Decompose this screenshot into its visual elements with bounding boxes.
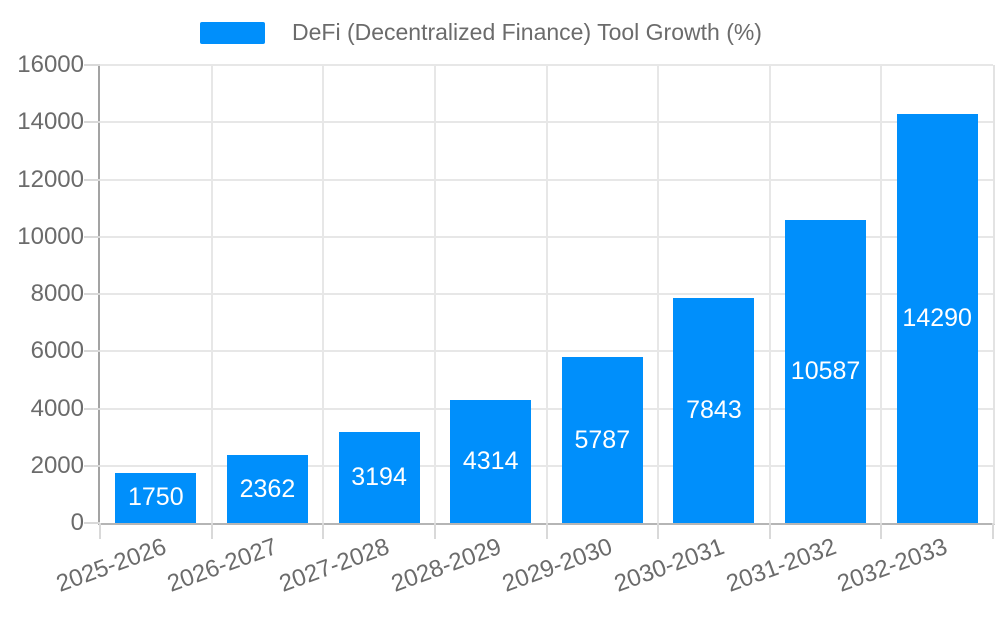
y-axis-tick — [84, 464, 100, 467]
y-axis-label: 10000 — [17, 222, 84, 250]
x-gridline — [545, 65, 548, 523]
bar[interactable]: 5787 — [561, 357, 643, 523]
x-axis-tick — [99, 523, 101, 539]
x-gridline — [322, 65, 325, 523]
x-axis-tick — [880, 523, 883, 539]
x-gridline — [433, 65, 436, 523]
x-axis-tick — [433, 523, 436, 539]
legend-label: DeFi (Decentralized Finance) Tool Growth… — [292, 19, 762, 45]
x-axis-tick — [992, 523, 994, 539]
x-axis-tick — [545, 523, 548, 539]
bar-value-label: 5787 — [574, 425, 631, 454]
bar[interactable]: 4314 — [450, 399, 532, 523]
y-axis-label: 16000 — [17, 51, 84, 78]
y-axis-label: 12000 — [17, 165, 84, 193]
bar-value-label: 14290 — [902, 303, 972, 332]
x-axis-tick — [768, 523, 771, 539]
y-axis-label: 8000 — [30, 280, 84, 307]
bar-value-label: 2362 — [239, 474, 296, 503]
y-axis-tick — [84, 235, 100, 238]
bar-value-label: 4314 — [462, 446, 519, 475]
y-axis-tick — [84, 121, 100, 124]
bar-chart: DeFi (Decentralized Finance) Tool Growth… — [17, 19, 995, 598]
bar-value-label: 1750 — [128, 483, 184, 512]
y-axis-tick — [84, 293, 100, 295]
bar[interactable]: 3194 — [338, 431, 420, 523]
bar-value-label: 7843 — [686, 396, 742, 425]
x-gridline — [768, 65, 771, 523]
x-axis-tick — [210, 523, 213, 539]
y-axis-tick — [84, 350, 100, 353]
y-axis-tick — [84, 407, 100, 410]
y-axis-label: 4000 — [30, 394, 84, 422]
y-axis-tick — [84, 522, 100, 524]
legend-swatch-icon — [200, 21, 265, 44]
legend: DeFi (Decentralized Finance) Tool Growth… — [200, 19, 762, 49]
x-gridline — [880, 65, 883, 523]
y-axis-label: 0 — [70, 509, 84, 536]
y-axis-tick — [84, 64, 100, 66]
bar[interactable]: 10587 — [785, 219, 867, 523]
x-gridline — [657, 65, 660, 523]
x-axis-tick — [322, 523, 325, 539]
y-axis-tick — [84, 178, 100, 181]
legend-item[interactable]: DeFi (Decentralized Finance) Tool Growth… — [200, 19, 762, 46]
x-gridline — [210, 65, 213, 523]
x-axis-tick — [657, 523, 660, 539]
y-axis-label: 6000 — [30, 337, 84, 365]
bar-value-label: 3194 — [351, 462, 407, 491]
bar-value-label: 10587 — [790, 356, 861, 385]
bar[interactable]: 1750 — [115, 472, 197, 523]
bar[interactable]: 7843 — [673, 298, 755, 523]
y-axis-label: 2000 — [30, 451, 84, 479]
bar[interactable]: 14290 — [896, 113, 978, 523]
bar[interactable]: 2362 — [226, 455, 308, 523]
y-axis-label: 14000 — [17, 108, 84, 136]
